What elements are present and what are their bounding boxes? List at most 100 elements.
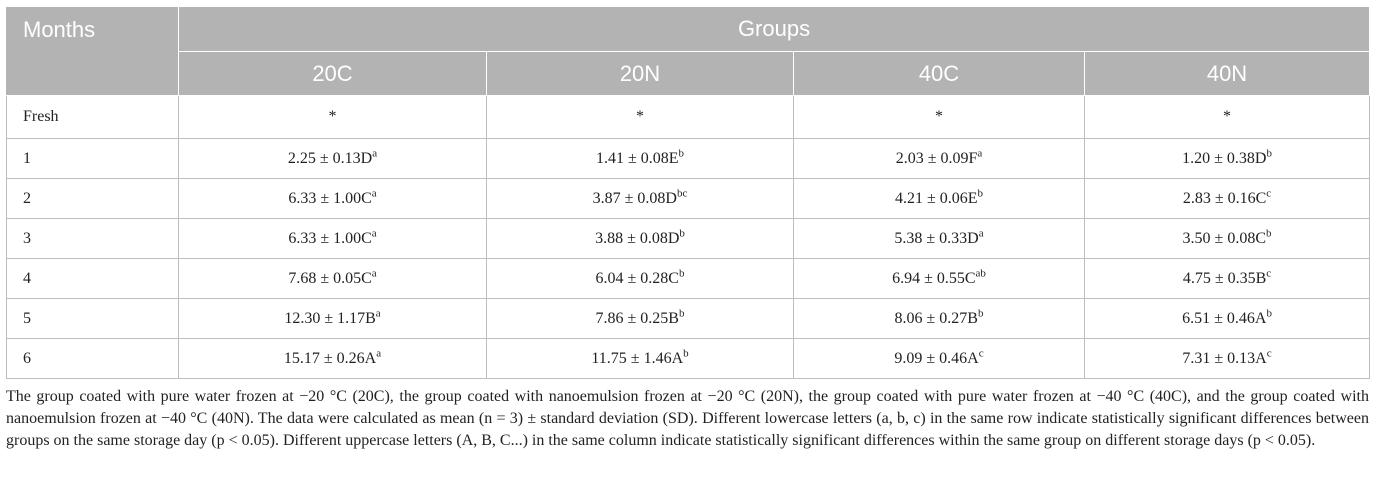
significance-letter: a [376,347,382,360]
value-text: 6.94 ± 0.55C [892,269,976,287]
value-text: 8.06 ± 0.27B [894,309,978,327]
month-cell: 5 [6,298,179,339]
column-header-20n: 20N [486,51,794,96]
value-cell: 2.25 ± 0.13Da [178,138,487,179]
value-text: 5.38 ± 0.33D [894,229,979,247]
value-cell: 7.68 ± 0.05Ca [178,258,487,299]
value-text: 1.20 ± 0.38D [1182,149,1267,167]
table-row: 1 2.25 ± 0.13Da 1.41 ± 0.08Eb 2.03 ± 0.0… [6,138,1371,179]
significance-letter: b [679,227,685,240]
value-cell: 3.50 ± 0.08Cb [1083,218,1371,259]
value-cell: 2.03 ± 0.09Fa [793,138,1085,179]
value-text: 6.33 ± 1.00C [288,229,372,247]
value-cell: 6.94 ± 0.55Cab [793,258,1085,299]
month-cell: 6 [6,338,179,379]
value-cell: 5.38 ± 0.33Da [793,218,1085,259]
table-row: 5 12.30 ± 1.17Ba 7.86 ± 0.25Bb 8.06 ± 0.… [6,298,1371,339]
value-cell: 11.75 ± 1.46Ab [486,338,794,379]
significance-letter: b [683,347,689,360]
value-text: * [1223,108,1232,125]
significance-letter: b [977,307,984,320]
significance-letter: a [977,147,983,160]
value-text: 2.03 ± 0.09F [895,149,978,167]
value-text: 4.21 ± 0.06E [894,189,978,207]
value-cell: * [178,95,487,139]
significance-letter: a [371,227,377,240]
value-cell: 8.06 ± 0.27Bb [793,298,1085,339]
significance-letter: c [1266,267,1272,280]
value-cell: 15.17 ± 0.26Aa [178,338,487,379]
significance-letter: c [978,347,984,360]
value-text: 9.09 ± 0.46A [894,349,979,367]
value-text: 7.86 ± 0.25B [595,309,679,327]
value-text: 6.33 ± 1.00C [288,189,372,207]
month-cell: 3 [6,218,179,259]
column-header-40n: 40N [1083,51,1371,96]
value-cell: 7.31 ± 0.13Ac [1083,338,1371,379]
value-text: 6.04 ± 0.28C [595,269,679,287]
value-text: 6.51 ± 0.46A [1182,309,1267,327]
value-cell: 3.88 ± 0.08Db [486,218,794,259]
significance-letter: c [1266,347,1272,360]
value-text: 7.68 ± 0.05C [288,269,372,287]
table-container: Months Groups 20C 20N 40C 40N Fresh * * … [6,6,1371,452]
value-text: * [636,108,644,125]
value-cell: 2.83 ± 0.16Cc [1083,178,1371,219]
value-text: * [328,108,337,125]
column-header-20c: 20C [178,51,487,96]
value-cell: * [793,95,1085,139]
table-row: 4 7.68 ± 0.05Ca 6.04 ± 0.28Cb 6.94 ± 0.5… [6,258,1371,299]
significance-letter: a [371,267,377,280]
value-cell: 6.04 ± 0.28Cb [486,258,794,299]
value-cell: 1.41 ± 0.08Eb [486,138,794,179]
value-cell: * [486,95,794,139]
significance-letter: b [678,267,685,280]
significance-letter: b [678,147,685,160]
value-text: 4.75 ± 0.35B [1182,269,1267,287]
value-text: 11.75 ± 1.46A [591,349,684,367]
value-text: * [935,108,943,125]
value-text: 1.41 ± 0.08E [595,149,679,167]
value-text: 2.25 ± 0.13D [287,149,373,167]
significance-letter: b [1266,147,1272,160]
significance-letter: b [678,307,685,320]
value-text: 3.50 ± 0.08C [1182,229,1266,247]
table-row: 6 15.17 ± 0.26Aa 11.75 ± 1.46Ab 9.09 ± 0… [6,338,1371,379]
significance-letter: a [375,307,381,320]
value-cell: 6.33 ± 1.00Ca [178,218,487,259]
data-table: Months Groups 20C 20N 40C 40N Fresh * * … [6,6,1371,379]
column-header-40c: 40C [793,51,1085,96]
significance-letter: b [1265,227,1272,240]
value-cell: 12.30 ± 1.17Ba [178,298,487,339]
value-cell: 3.87 ± 0.08Dbc [486,178,794,219]
table-body: Fresh * * * * 1 2.25 ± 0.13Da 1.41 ± 0.0… [6,95,1371,379]
value-text: 15.17 ± 0.26A [283,349,377,367]
significance-letter: a [978,227,984,240]
significance-letter: b [977,187,984,200]
value-cell: 6.51 ± 0.46Ab [1083,298,1371,339]
table-header: Months Groups 20C 20N 40C 40N [6,6,1371,96]
month-cell: 2 [6,178,179,219]
value-text: 2.83 ± 0.16C [1182,189,1267,207]
month-cell: Fresh [6,95,179,139]
value-text: 12.30 ± 1.17B [284,309,376,327]
value-text: 3.88 ± 0.08D [595,229,680,247]
value-cell: 9.09 ± 0.46Ac [793,338,1085,379]
significance-letter: a [372,147,378,160]
value-cell: 1.20 ± 0.38Db [1083,138,1371,179]
value-cell: 6.33 ± 1.00Ca [178,178,487,219]
value-text: 3.87 ± 0.08D [592,189,677,207]
month-cell: 1 [6,138,179,179]
value-text: 7.31 ± 0.13A [1182,349,1267,367]
value-cell: * [1083,95,1371,139]
table-row: Fresh * * * * [6,95,1371,139]
table-footnote: The group coated with pure water frozen … [6,388,1369,449]
groups-header: Groups [177,6,1371,52]
value-cell: 7.86 ± 0.25Bb [486,298,794,339]
significance-letter: a [371,187,377,200]
value-cell: 4.21 ± 0.06Eb [793,178,1085,219]
significance-letter: b [1266,307,1272,320]
table-row: 3 6.33 ± 1.00Ca 3.88 ± 0.08Db 5.38 ± 0.3… [6,218,1371,259]
month-cell: 4 [6,258,179,299]
table-row: 2 6.33 ± 1.00Ca 3.87 ± 0.08Dbc 4.21 ± 0.… [6,178,1371,219]
